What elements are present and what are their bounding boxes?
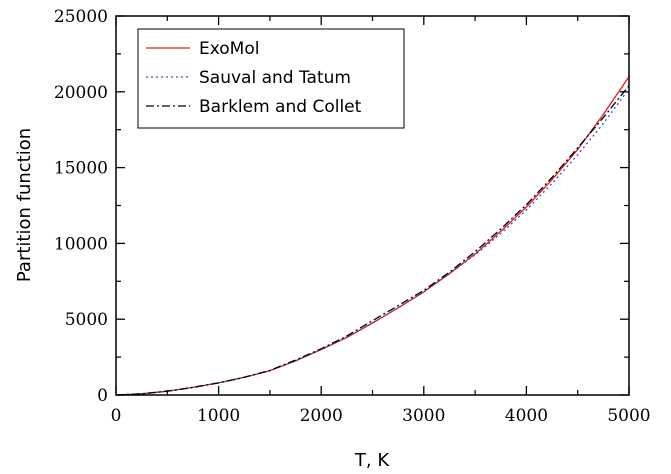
- series-line-sauval-and-tatum: [115, 88, 630, 396]
- legend-label: ExoMol: [199, 39, 259, 59]
- y-tick-label: 20000: [54, 83, 108, 103]
- x-tick-label: 3000: [402, 406, 445, 426]
- y-tick-label: 0: [97, 386, 108, 406]
- x-tick-label: 1000: [197, 406, 240, 426]
- y-tick-label: 10000: [54, 234, 108, 254]
- y-tick-label: 5000: [65, 310, 108, 330]
- legend-box: [137, 28, 405, 129]
- x-tick-label: 4000: [505, 406, 548, 426]
- legend-label: Barklem and Collet: [199, 97, 362, 117]
- y-tick-label: 15000: [54, 159, 108, 179]
- series-line-barklem-and-collet: [115, 85, 630, 396]
- x-tick-label: 5000: [607, 406, 650, 426]
- legend: ExoMol Sauval and Tatum Barklem and Collet: [137, 28, 405, 129]
- series-lines: [115, 76, 630, 396]
- x-axis-title: T, K: [354, 450, 390, 471]
- tick-labels: 0 1000 2000 3000 4000 5000 0 5000 10000 15000 2000…: [54, 7, 651, 426]
- legend-label: Sauval and Tatum: [199, 68, 351, 88]
- y-axis-title: Partition function: [14, 128, 35, 282]
- x-tick-label: 0: [111, 406, 122, 426]
- y-tick-label: 25000: [54, 7, 108, 27]
- x-tick-label: 2000: [300, 406, 343, 426]
- plot-frame: [115, 15, 630, 396]
